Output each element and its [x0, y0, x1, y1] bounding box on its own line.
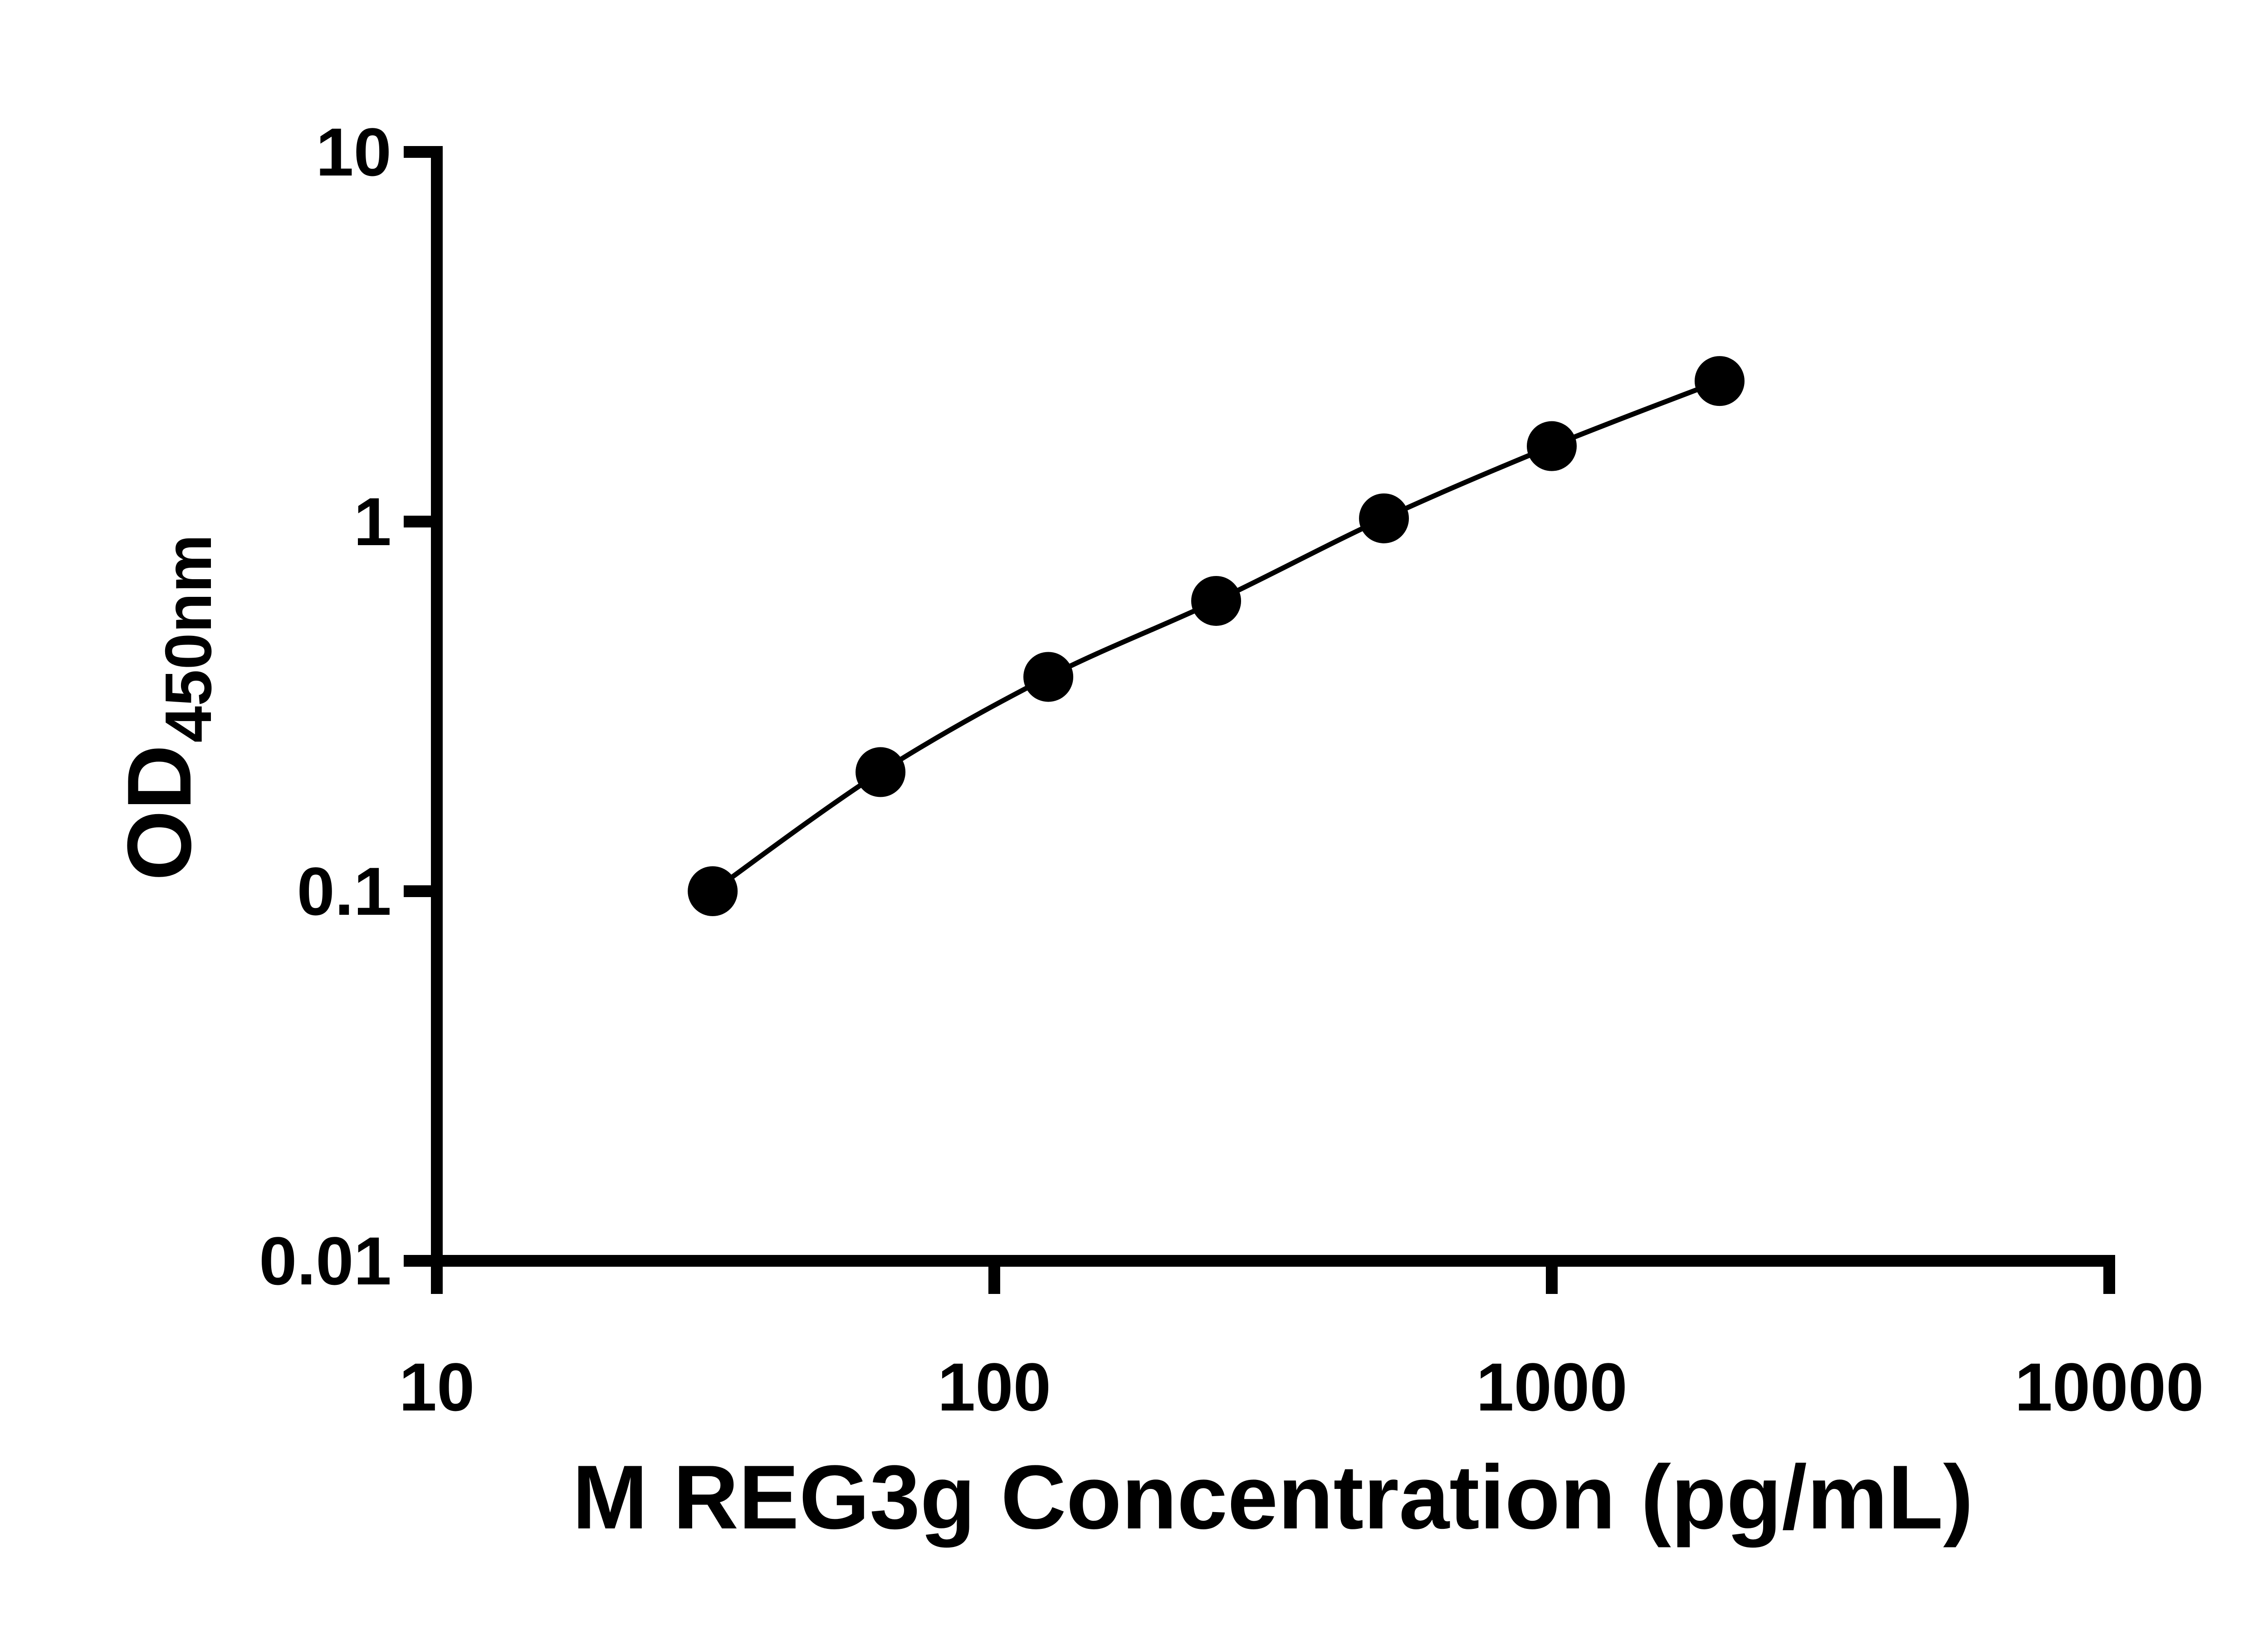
- y-axis-title-subscript: 450nm: [152, 534, 225, 742]
- y-axis-title-main: OD: [109, 745, 210, 881]
- data-point: [1359, 493, 1409, 543]
- y-tick-label: 10: [316, 114, 391, 190]
- data-point: [1527, 421, 1577, 471]
- x-tick-label: 1000: [1476, 1349, 1628, 1425]
- y-tick-label: 0.01: [259, 1223, 391, 1299]
- x-tick-label: 100: [938, 1349, 1051, 1425]
- data-point: [688, 866, 738, 916]
- y-tick-label: 0.1: [297, 853, 391, 929]
- data-point: [855, 747, 906, 797]
- data-point: [1023, 652, 1074, 702]
- y-axis-title: OD 450nm: [109, 534, 225, 881]
- y-tick-label: 1: [354, 483, 391, 560]
- data-point: [1191, 576, 1242, 626]
- x-tick-label: 10000: [2014, 1349, 2204, 1425]
- x-tick-label: 10: [399, 1349, 475, 1425]
- data-point: [1694, 356, 1745, 406]
- x-axis-title: M REG3g Concentration (pg/mL): [572, 1447, 1974, 1548]
- axis-frame: [431, 146, 2115, 1267]
